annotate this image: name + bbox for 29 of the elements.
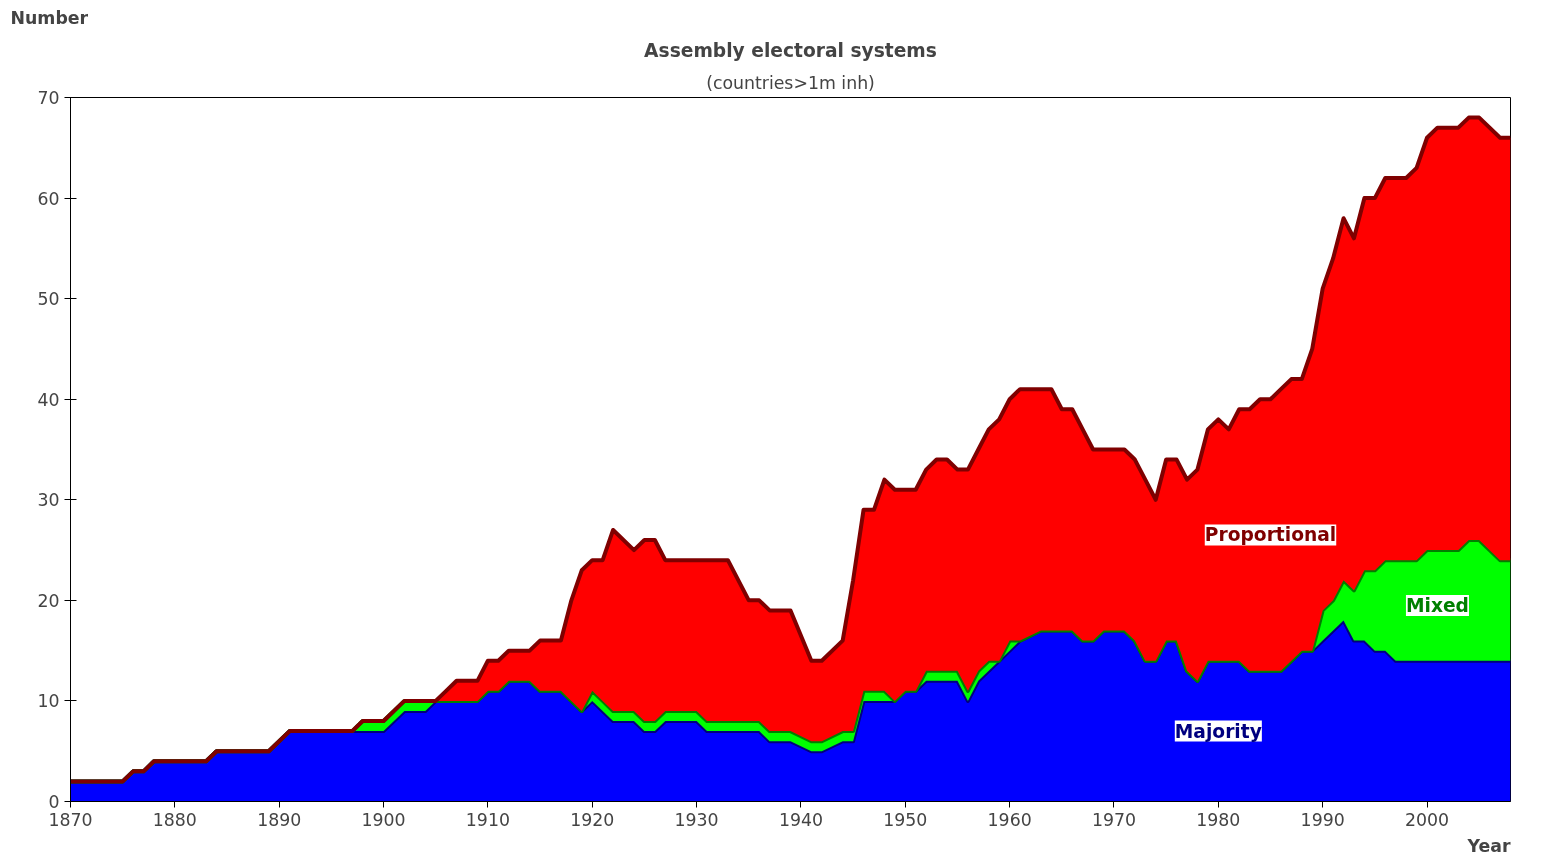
x-tick-label: 1900: [361, 809, 406, 830]
y-tick-label: 50: [37, 289, 60, 310]
y-tick-label: 10: [37, 691, 60, 712]
x-tick-label: 1960: [987, 809, 1032, 830]
y-tick-label: 60: [37, 188, 60, 209]
x-tick-label: 1920: [570, 809, 615, 830]
y-tick-label: 20: [37, 590, 60, 611]
x-tick-label: 1880: [152, 809, 197, 830]
x-tick-label: 2000: [1404, 809, 1450, 830]
chart-subtitle: (countries>1m inh): [706, 72, 875, 93]
y-tick-label: 30: [37, 490, 60, 511]
series-label: Mixed: [1405, 594, 1469, 616]
x-tick-label: 1910: [465, 809, 510, 830]
chart-title: Assembly electoral systems: [644, 39, 937, 61]
x-tick-label: 1870: [48, 809, 93, 830]
y-axis-title: Number: [10, 7, 89, 28]
x-tick-label: 1950: [883, 809, 928, 830]
x-tick-label: 1990: [1300, 809, 1345, 830]
y-tick-label: 70: [37, 88, 60, 108]
x-tick-label: 1930: [674, 809, 719, 830]
y-tick-label: 0: [48, 792, 60, 812]
series-label: Majority: [1174, 720, 1262, 742]
y-tick-label: 40: [37, 389, 60, 410]
x-tick-label: 1940: [778, 809, 823, 830]
x-tick-label: 1980: [1196, 809, 1241, 830]
x-tick-label: 1970: [1091, 809, 1137, 830]
series-label: Proportional: [1204, 524, 1337, 546]
x-axis-title: Year: [1466, 835, 1511, 856]
x-tick-label: 1890: [257, 809, 302, 830]
